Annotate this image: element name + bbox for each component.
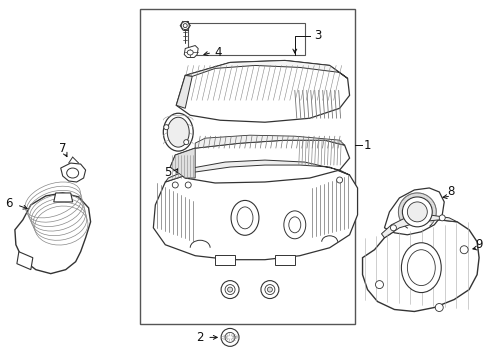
Polygon shape [54,193,73,202]
Ellipse shape [167,117,189,147]
Ellipse shape [227,287,232,292]
Polygon shape [176,75,192,108]
Ellipse shape [172,182,178,188]
Polygon shape [188,23,304,55]
Ellipse shape [375,280,383,289]
Polygon shape [170,148,195,178]
Polygon shape [381,215,456,238]
Polygon shape [165,160,349,182]
Ellipse shape [288,217,300,233]
Polygon shape [184,45,198,58]
Ellipse shape [267,287,272,292]
Polygon shape [17,252,33,270]
Ellipse shape [221,280,239,298]
Ellipse shape [402,197,431,227]
Polygon shape [384,188,443,235]
Ellipse shape [336,177,342,183]
Ellipse shape [183,24,187,28]
Polygon shape [362,220,478,311]
Ellipse shape [237,207,252,229]
Ellipse shape [230,201,259,235]
Ellipse shape [438,215,444,221]
Polygon shape [195,135,344,148]
Polygon shape [61,163,85,182]
Ellipse shape [163,113,193,151]
Text: 9: 9 [474,238,482,251]
Ellipse shape [66,168,79,178]
Text: 7: 7 [59,141,66,155]
Ellipse shape [407,250,434,285]
Text: 6: 6 [5,197,13,210]
Ellipse shape [264,285,274,294]
Ellipse shape [185,182,191,188]
Bar [140,9,354,324]
Text: 5: 5 [164,166,172,179]
Ellipse shape [283,211,305,239]
Text: 1: 1 [363,139,370,152]
Ellipse shape [187,50,193,55]
Polygon shape [15,193,90,274]
Ellipse shape [401,243,440,293]
Ellipse shape [181,22,189,30]
Ellipse shape [434,303,442,311]
Text: 2: 2 [196,331,203,344]
Ellipse shape [183,140,188,145]
Polygon shape [274,255,294,265]
Polygon shape [215,255,235,265]
Ellipse shape [261,280,278,298]
Polygon shape [176,60,349,122]
Ellipse shape [389,225,396,231]
Polygon shape [170,140,349,183]
Text: 3: 3 [313,29,321,42]
Polygon shape [185,60,347,78]
Polygon shape [153,165,357,260]
Text: 4: 4 [214,46,222,59]
Ellipse shape [224,332,235,342]
Ellipse shape [221,328,239,346]
Text: 8: 8 [447,185,454,198]
Ellipse shape [224,285,235,294]
Ellipse shape [459,246,467,254]
Ellipse shape [407,202,427,222]
Ellipse shape [163,125,168,130]
